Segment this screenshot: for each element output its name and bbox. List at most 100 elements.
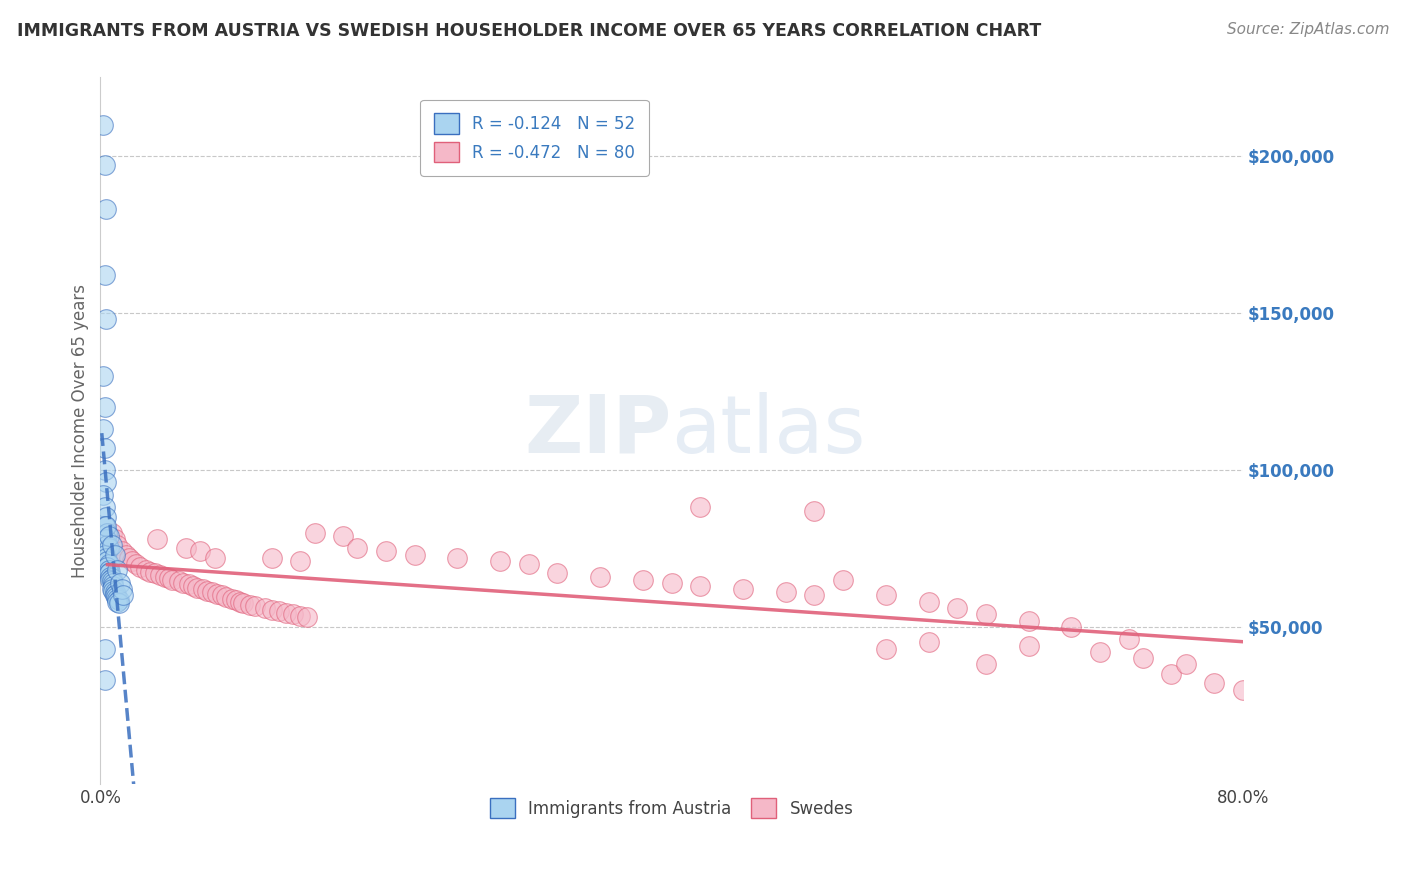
Point xyxy=(229,595,252,609)
Point xyxy=(107,563,129,577)
Point xyxy=(97,541,120,556)
Point xyxy=(93,548,115,562)
Point xyxy=(177,577,200,591)
Point xyxy=(875,641,897,656)
Point xyxy=(91,488,114,502)
Point xyxy=(100,574,122,589)
Point xyxy=(267,604,290,618)
Point xyxy=(1232,682,1254,697)
Point xyxy=(253,601,276,615)
Point xyxy=(93,268,115,283)
Point xyxy=(97,529,120,543)
Point xyxy=(104,548,127,562)
Point xyxy=(204,550,226,565)
Point xyxy=(93,641,115,656)
Point xyxy=(201,585,224,599)
Point xyxy=(232,596,254,610)
Point xyxy=(108,596,131,610)
Point xyxy=(188,544,211,558)
Point xyxy=(93,673,115,687)
Point xyxy=(93,158,115,172)
Point xyxy=(93,500,115,515)
Point xyxy=(143,566,166,581)
Point xyxy=(93,519,115,533)
Point xyxy=(446,550,468,565)
Point xyxy=(91,118,114,132)
Point xyxy=(197,583,219,598)
Point xyxy=(96,538,118,552)
Point xyxy=(107,595,129,609)
Point xyxy=(281,607,304,622)
Point xyxy=(100,571,122,585)
Point xyxy=(1088,645,1111,659)
Y-axis label: Householder Income Over 65 years: Householder Income Over 65 years xyxy=(72,284,89,578)
Point xyxy=(111,544,134,558)
Point xyxy=(93,441,115,455)
Point xyxy=(139,565,162,579)
Legend: Immigrants from Austria, Swedes: Immigrants from Austria, Swedes xyxy=(484,791,860,825)
Point xyxy=(1174,657,1197,672)
Point xyxy=(832,573,855,587)
Point xyxy=(111,582,134,596)
Point xyxy=(93,463,115,477)
Point xyxy=(94,519,117,533)
Point xyxy=(112,588,135,602)
Point xyxy=(105,587,128,601)
Point xyxy=(121,554,143,568)
Point xyxy=(153,569,176,583)
Point xyxy=(661,575,683,590)
Point xyxy=(290,608,312,623)
Point xyxy=(375,544,398,558)
Text: ZIP: ZIP xyxy=(524,392,672,469)
Point xyxy=(94,532,117,546)
Point xyxy=(243,599,266,614)
Point xyxy=(146,532,169,546)
Point xyxy=(94,509,117,524)
Point xyxy=(98,569,121,583)
Point xyxy=(115,548,138,562)
Point xyxy=(96,525,118,540)
Point xyxy=(96,560,118,574)
Point xyxy=(689,500,711,515)
Point xyxy=(589,569,612,583)
Point xyxy=(91,422,114,436)
Point xyxy=(160,573,183,587)
Point xyxy=(1118,632,1140,647)
Point xyxy=(193,582,215,596)
Point xyxy=(489,554,512,568)
Point xyxy=(104,588,127,602)
Point xyxy=(290,554,312,568)
Point xyxy=(260,550,283,565)
Point xyxy=(917,635,939,649)
Point xyxy=(974,607,997,622)
Point xyxy=(332,529,354,543)
Point xyxy=(211,588,233,602)
Point xyxy=(239,598,262,612)
Point xyxy=(689,579,711,593)
Point xyxy=(100,538,122,552)
Point xyxy=(1018,614,1040,628)
Point xyxy=(94,312,117,326)
Point xyxy=(98,565,121,579)
Point xyxy=(803,588,825,602)
Point xyxy=(803,503,825,517)
Point xyxy=(875,588,897,602)
Point xyxy=(104,585,127,599)
Point xyxy=(157,571,180,585)
Point xyxy=(94,202,117,217)
Point xyxy=(96,554,118,568)
Point xyxy=(103,579,125,593)
Point xyxy=(181,579,204,593)
Point xyxy=(1132,651,1154,665)
Point xyxy=(107,538,129,552)
Point xyxy=(1160,666,1182,681)
Point xyxy=(108,593,131,607)
Point xyxy=(97,557,120,571)
Point xyxy=(974,657,997,672)
Text: IMMIGRANTS FROM AUSTRIA VS SWEDISH HOUSEHOLDER INCOME OVER 65 YEARS CORRELATION : IMMIGRANTS FROM AUSTRIA VS SWEDISH HOUSE… xyxy=(17,22,1040,40)
Point xyxy=(105,590,128,604)
Point xyxy=(225,593,247,607)
Point xyxy=(297,610,319,624)
Point xyxy=(346,541,368,556)
Point xyxy=(1018,639,1040,653)
